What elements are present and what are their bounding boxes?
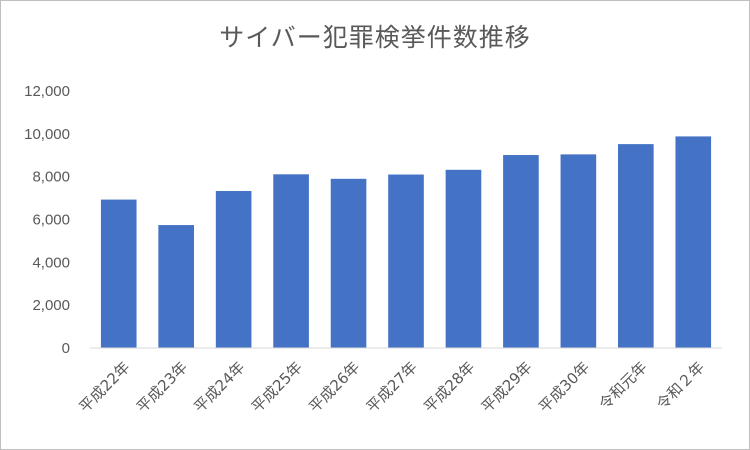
- chart-title: サイバー犯罪検挙件数推移: [219, 23, 531, 52]
- bar: [330, 178, 367, 348]
- x-tick-label: 令和２年: [653, 358, 708, 413]
- y-tick-label: 0: [62, 340, 70, 357]
- y-tick-label: 10,000: [24, 126, 70, 143]
- bar: [503, 155, 539, 348]
- x-tick-label: 平成23年: [133, 358, 191, 416]
- x-tick-label: 平成26年: [305, 358, 363, 416]
- x-tick-label: 平成27年: [363, 358, 421, 416]
- y-tick-label: 6,000: [32, 212, 70, 229]
- y-tick-label: 2,000: [32, 297, 70, 314]
- y-tick-label: 12,000: [24, 83, 70, 100]
- y-axis: 0 2,000 4,000 6,000 8,000 10,000 12,000: [24, 83, 70, 357]
- x-tick-label: 平成28年: [420, 358, 478, 416]
- x-tick-label: 平成24年: [190, 358, 248, 416]
- bar: [215, 191, 252, 348]
- bar: [100, 199, 137, 348]
- x-tick-label: 平成22年: [76, 358, 134, 416]
- bar-series: [100, 136, 712, 348]
- bar: [158, 225, 194, 348]
- x-tick-label: 平成29年: [478, 358, 536, 416]
- x-tick-label: 平成30年: [535, 358, 593, 416]
- bar: [273, 174, 309, 348]
- y-tick-label: 8,000: [32, 169, 70, 186]
- bar: [618, 144, 654, 348]
- bar: [560, 154, 597, 348]
- bar: [445, 169, 482, 348]
- x-axis: 平成22年 平成23年 平成24年 平成25年 平成26年 平成27年 平成28年 平成29年…: [76, 358, 709, 416]
- y-tick-label: 4,000: [32, 254, 70, 271]
- bar: [388, 174, 424, 348]
- x-tick-label: 令和元年: [595, 358, 650, 413]
- x-tick-label: 平成25年: [248, 358, 306, 416]
- bar: [675, 136, 712, 348]
